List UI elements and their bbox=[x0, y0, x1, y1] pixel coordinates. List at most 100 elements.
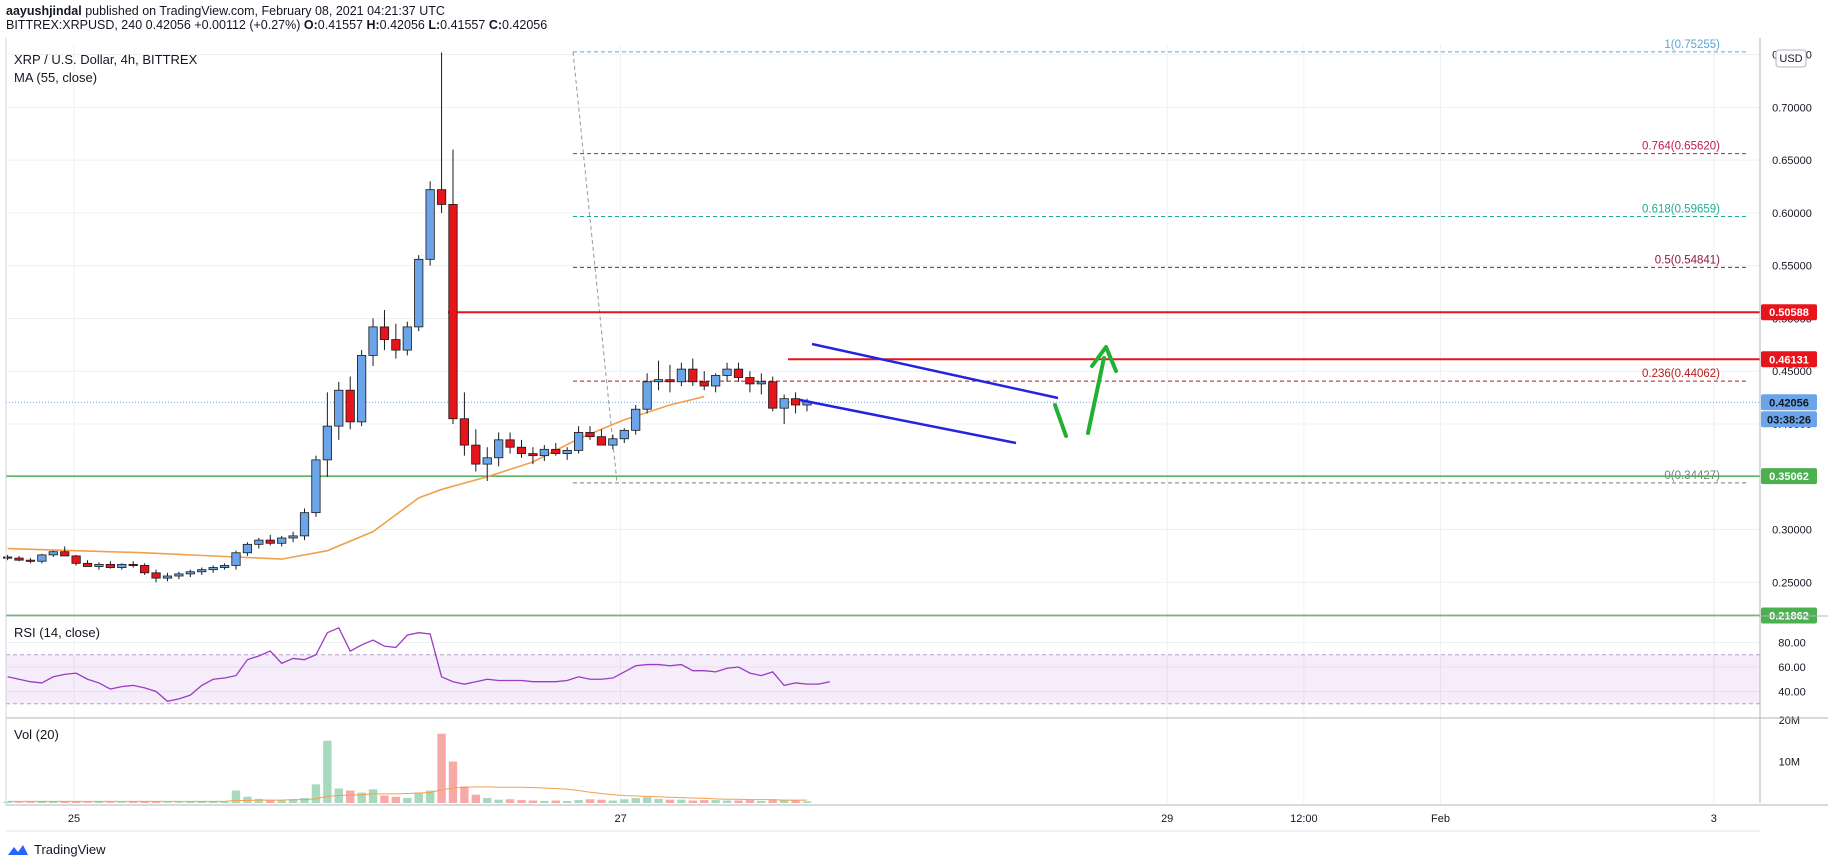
price-badge-label: 0.50588 bbox=[1769, 307, 1809, 319]
candle-body bbox=[185, 571, 195, 575]
currency-button[interactable]: USD bbox=[1775, 49, 1807, 68]
volume-bar bbox=[151, 801, 161, 803]
candle-body bbox=[482, 457, 492, 465]
candle-body bbox=[676, 368, 686, 383]
volume-bar bbox=[94, 801, 104, 803]
volume-bar bbox=[288, 799, 298, 803]
volume-bar bbox=[231, 790, 241, 803]
fib-level-label: 0.5(0.54841) bbox=[1655, 254, 1720, 266]
price-axis[interactable]: 0.750000.700000.650000.600000.550000.500… bbox=[68, 50, 1828, 825]
candle-body bbox=[665, 379, 675, 383]
candle-body bbox=[25, 559, 36, 562]
candles bbox=[2, 52, 812, 583]
candle-body bbox=[48, 551, 58, 556]
price-tick-label: 0.30000 bbox=[1772, 525, 1812, 537]
close-value: 0.42056 bbox=[502, 18, 548, 32]
volume-bar bbox=[734, 800, 743, 803]
fib-level-label: 0.764(0.65620) bbox=[1642, 141, 1720, 153]
chart-header: aayushjindal published on TradingView.co… bbox=[6, 4, 547, 32]
candle-body bbox=[197, 569, 207, 573]
candle-body bbox=[425, 189, 435, 260]
pane-frame bbox=[5, 38, 1828, 832]
arrow-shaft bbox=[1086, 356, 1106, 435]
candle-body bbox=[688, 368, 698, 383]
candle-body bbox=[334, 389, 344, 427]
volume-bar bbox=[3, 801, 12, 803]
pane-legends: XRP / U.S. Dollar, 4h, BITTREX MA (55, c… bbox=[14, 52, 198, 742]
time-tick-label: 27 bbox=[614, 813, 626, 825]
volume-bar bbox=[779, 799, 789, 803]
volume-bar bbox=[757, 800, 766, 803]
footer-brand[interactable]: TradingView bbox=[6, 842, 106, 857]
candle-body bbox=[117, 563, 127, 568]
volume-bar bbox=[403, 798, 412, 803]
volume-bar bbox=[768, 800, 777, 803]
volume-tick-label: 10M bbox=[1779, 757, 1800, 769]
candle-body bbox=[722, 368, 732, 376]
candle-body bbox=[94, 563, 104, 567]
volume-bar bbox=[654, 798, 663, 803]
candle-body bbox=[82, 562, 93, 567]
author-name[interactable]: aayushjindal bbox=[6, 4, 82, 18]
volume-bar bbox=[494, 799, 503, 803]
time-tick-label: 29 bbox=[1161, 813, 1173, 825]
candle-body bbox=[551, 448, 561, 454]
candle-body bbox=[379, 326, 390, 340]
volume-bar bbox=[688, 800, 697, 803]
volume-bar bbox=[197, 801, 206, 803]
volume-bar bbox=[585, 799, 595, 803]
volume-bar bbox=[483, 798, 492, 803]
candle-body bbox=[151, 572, 161, 579]
volume-bar bbox=[608, 800, 618, 803]
fib-level-label: 0.618(0.59659) bbox=[1642, 203, 1720, 215]
candle-body bbox=[574, 432, 584, 451]
rsi-tick-label: 60.00 bbox=[1778, 662, 1806, 674]
brand-name: TradingView bbox=[34, 842, 106, 857]
channel-upper-line bbox=[811, 342, 1059, 400]
high-label: H: bbox=[366, 18, 380, 32]
candle-body bbox=[608, 438, 618, 446]
volume-bar bbox=[391, 796, 401, 803]
candle-body bbox=[619, 429, 629, 440]
fibonacci-retracement[interactable]: 1(0.75255) 0.764(0.65620) 0.618(0.59659) 0.… bbox=[572, 39, 1746, 484]
price-tick-label: 0.55000 bbox=[1772, 261, 1812, 273]
volume-bar bbox=[208, 801, 218, 803]
volume-bar bbox=[71, 801, 81, 803]
ma-indicator-label: MA (55, close) bbox=[14, 70, 97, 85]
grid-lines bbox=[6, 44, 1760, 803]
price-tick-label: 0.60000 bbox=[1772, 208, 1812, 220]
volume-bar bbox=[26, 802, 35, 803]
volume-bar bbox=[346, 790, 355, 803]
open-label: O: bbox=[303, 18, 318, 32]
candle-body bbox=[368, 326, 378, 356]
candle-body bbox=[128, 563, 138, 566]
volume-bar bbox=[117, 802, 126, 803]
candle-body bbox=[733, 368, 744, 378]
candle-body bbox=[2, 556, 13, 559]
volume-bar bbox=[357, 792, 366, 803]
volume-bar bbox=[49, 801, 58, 803]
volume-bar bbox=[528, 800, 538, 803]
candle-body bbox=[436, 189, 447, 205]
time-tick-label: 25 bbox=[68, 813, 80, 825]
volume-bar bbox=[551, 800, 560, 803]
candle-body bbox=[711, 375, 721, 387]
volume-bar bbox=[597, 799, 606, 803]
candle-body bbox=[231, 552, 241, 566]
candle-body bbox=[494, 439, 504, 459]
price-badge bbox=[1761, 351, 1817, 368]
horizontal-levels[interactable] bbox=[6, 311, 1760, 617]
close-label: C: bbox=[488, 18, 503, 32]
rsi-pane bbox=[6, 626, 1760, 705]
candle-body bbox=[562, 449, 572, 454]
volume-bar bbox=[802, 801, 812, 803]
chart-drawings[interactable] bbox=[799, 342, 1118, 445]
price-badge-label: 0.35062 bbox=[1769, 471, 1809, 483]
candle-body bbox=[288, 535, 298, 539]
rsi-band bbox=[6, 654, 1760, 704]
volume-bar bbox=[505, 799, 515, 803]
volume-bar bbox=[677, 799, 686, 803]
candle-body bbox=[254, 539, 264, 545]
candle-body bbox=[699, 381, 709, 387]
